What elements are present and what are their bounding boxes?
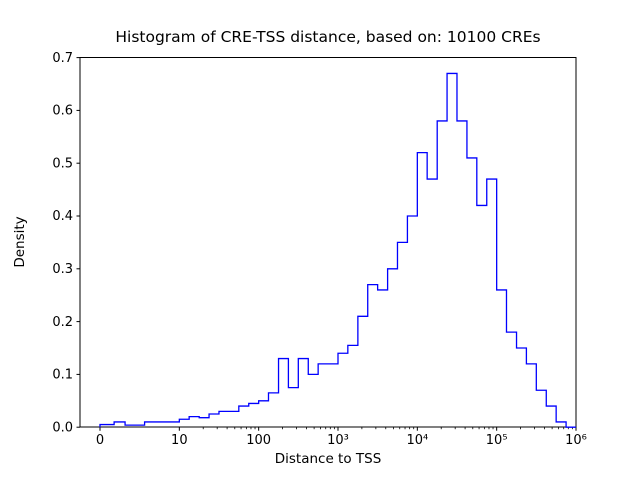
y-tick-label: 0.5 [52,156,73,171]
x-tick-label: 0 [96,433,104,448]
x-tick-label: 10³ [327,433,349,448]
histogram-step-path [99,72,576,428]
y-tick-label: 0.3 [52,262,73,277]
y-tick-label: 0.4 [52,209,73,224]
plot-area: 0 10 100 10³ 10⁴ 10⁵ 10⁶ 0.0 0.1 0.2 0.3 0.4 0.5 0.6 0… [52,51,587,448]
x-axis-label: Distance to TSS [275,451,382,467]
x-tick-label: 10⁵ [486,433,508,448]
x-tick-label: 100 [246,433,271,448]
y-tick-label: 0.2 [52,315,73,330]
y-tick-label: 0.7 [52,51,73,66]
y-axis-label: Density [12,216,28,267]
y-tick-label: 0.1 [52,368,73,383]
y-tick-label: 0.6 [52,104,73,119]
x-tick-label: 10 [171,433,188,448]
y-tick-label: 0.0 [52,420,73,435]
x-tick-label: 10⁴ [406,433,428,448]
plot-border [79,57,577,428]
figure-title: Histogram of CRE-TSS distance, based on:… [115,28,540,46]
x-tick-label: 10⁶ [565,433,587,448]
